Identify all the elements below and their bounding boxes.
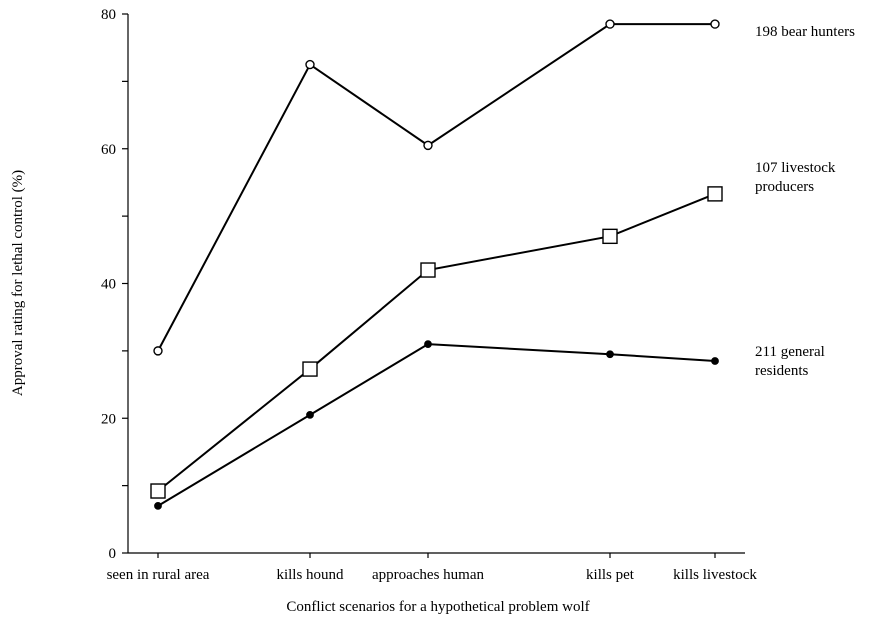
y-tick-label: 80 (101, 7, 116, 23)
series-0: 198 bear hunters (153, 19, 855, 356)
series-label: 211 general (755, 344, 825, 360)
data-point (306, 410, 314, 419)
series-layer: 198 bear hunters 107 livestock producers 21… (150, 19, 855, 510)
data-point (154, 501, 162, 510)
x-tick-label: kills hound (276, 567, 344, 583)
x-tick-label: kills pet (586, 567, 635, 583)
series-label: residents (755, 363, 808, 379)
y-tick-label: 60 (101, 142, 116, 158)
series-label: 107 livestock (755, 160, 836, 176)
series-1: 107 livestock producers (150, 160, 836, 499)
series-label: producers (755, 179, 814, 195)
y-tick-label: 40 (101, 277, 116, 293)
data-point (605, 19, 615, 29)
x-axis: seen in rural area kills hound approaches … (107, 552, 757, 615)
series-line (157, 192, 716, 492)
data-point (150, 483, 166, 499)
data-point (606, 350, 614, 359)
x-tick-label: seen in rural area (107, 567, 210, 583)
data-point (153, 346, 163, 356)
data-point (420, 262, 436, 278)
data-point (302, 361, 318, 377)
data-point (711, 357, 719, 365)
x-axis-title: Conflict scenarios for a hypothetical pr… (286, 599, 589, 615)
y-tick-label: 0 (109, 546, 117, 562)
data-point (707, 186, 723, 202)
series-label: 198 bear hunters (755, 24, 855, 40)
data-point (423, 140, 433, 151)
x-tick-label: kills livestock (673, 567, 757, 583)
x-tick-label: approaches human (372, 567, 485, 583)
series-line (157, 23, 715, 352)
series-2: 211 general residents (154, 340, 825, 510)
y-tick-label: 20 (101, 411, 116, 427)
data-point (305, 59, 315, 70)
data-point (424, 340, 432, 349)
data-point (602, 228, 618, 245)
y-axis: 0 20 40 60 80 Approval rating for lethal con… (10, 7, 129, 562)
data-point (710, 19, 720, 29)
y-axis-title: Approval rating for lethal control (%) (10, 170, 26, 396)
